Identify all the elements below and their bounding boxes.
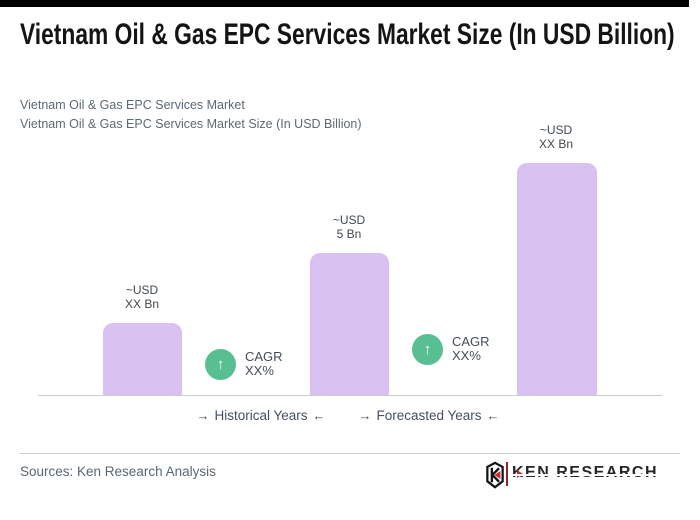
bar3-label-line1: ~USD [539,123,573,137]
page-title: Vietnam Oil & Gas EPC Services Market Si… [20,18,675,51]
subtitle-line-2: Vietnam Oil & Gas EPC Services Market Si… [20,117,362,131]
right-arrow-icon: → [196,408,210,423]
ken-research-logo-mark-icon [486,461,504,489]
bar-historical-2 [310,253,389,396]
cagr-text: CAGR XX% [452,335,490,363]
axis-label-text: Historical Years [214,408,308,423]
bar1-label-line1: ~USD [125,283,159,297]
right-arrow-icon: → [358,408,372,423]
bar2-label-line1: ~USD [332,213,366,227]
left-arrow-icon: ← [486,408,500,423]
logo-text-stripe [511,474,657,476]
top-edge-bar [0,0,689,7]
cagr-label: CAGR [452,334,490,349]
footer-divider [20,453,680,454]
x-axis-line [38,395,662,396]
cagr-value: XX% [245,363,274,378]
bar2-label-line2: 5 Bn [336,227,362,241]
subtitle-line-1: Vietnam Oil & Gas EPC Services Market [20,98,245,112]
cagr-text: CAGR XX% [245,350,283,378]
cagr-up-icon: ↑ [205,349,236,380]
sources-note: Sources: Ken Research Analysis [20,464,216,479]
ken-research-logo: KEN RESEARCH [486,460,659,490]
bar-historical-1 [103,323,182,396]
bar-value-label: ~USD XX Bn [87,283,197,311]
bar-forecast [517,163,597,396]
bar1-label-line2: XX Bn [124,297,160,311]
bar-value-label: ~USD 5 Bn [294,213,404,241]
logo-divider-bar [506,462,508,486]
cagr-up-icon: ↑ [412,334,443,365]
axis-label-text: Forecasted Years [376,408,482,423]
left-arrow-icon: ← [312,408,326,423]
logo-text: KEN RESEARCH [512,464,659,481]
axis-label-historical: → Historical Years ← [191,408,330,423]
chart-subtitle: Vietnam Oil & Gas EPC Services Market Vi… [20,96,362,134]
bar-value-label: ~USD XX Bn [501,123,611,151]
cagr-label: CAGR [245,349,283,364]
cagr-value: XX% [452,348,481,363]
bar3-label-line2: XX Bn [538,137,574,151]
axis-label-forecasted: → Forecasted Years ← [353,408,504,423]
